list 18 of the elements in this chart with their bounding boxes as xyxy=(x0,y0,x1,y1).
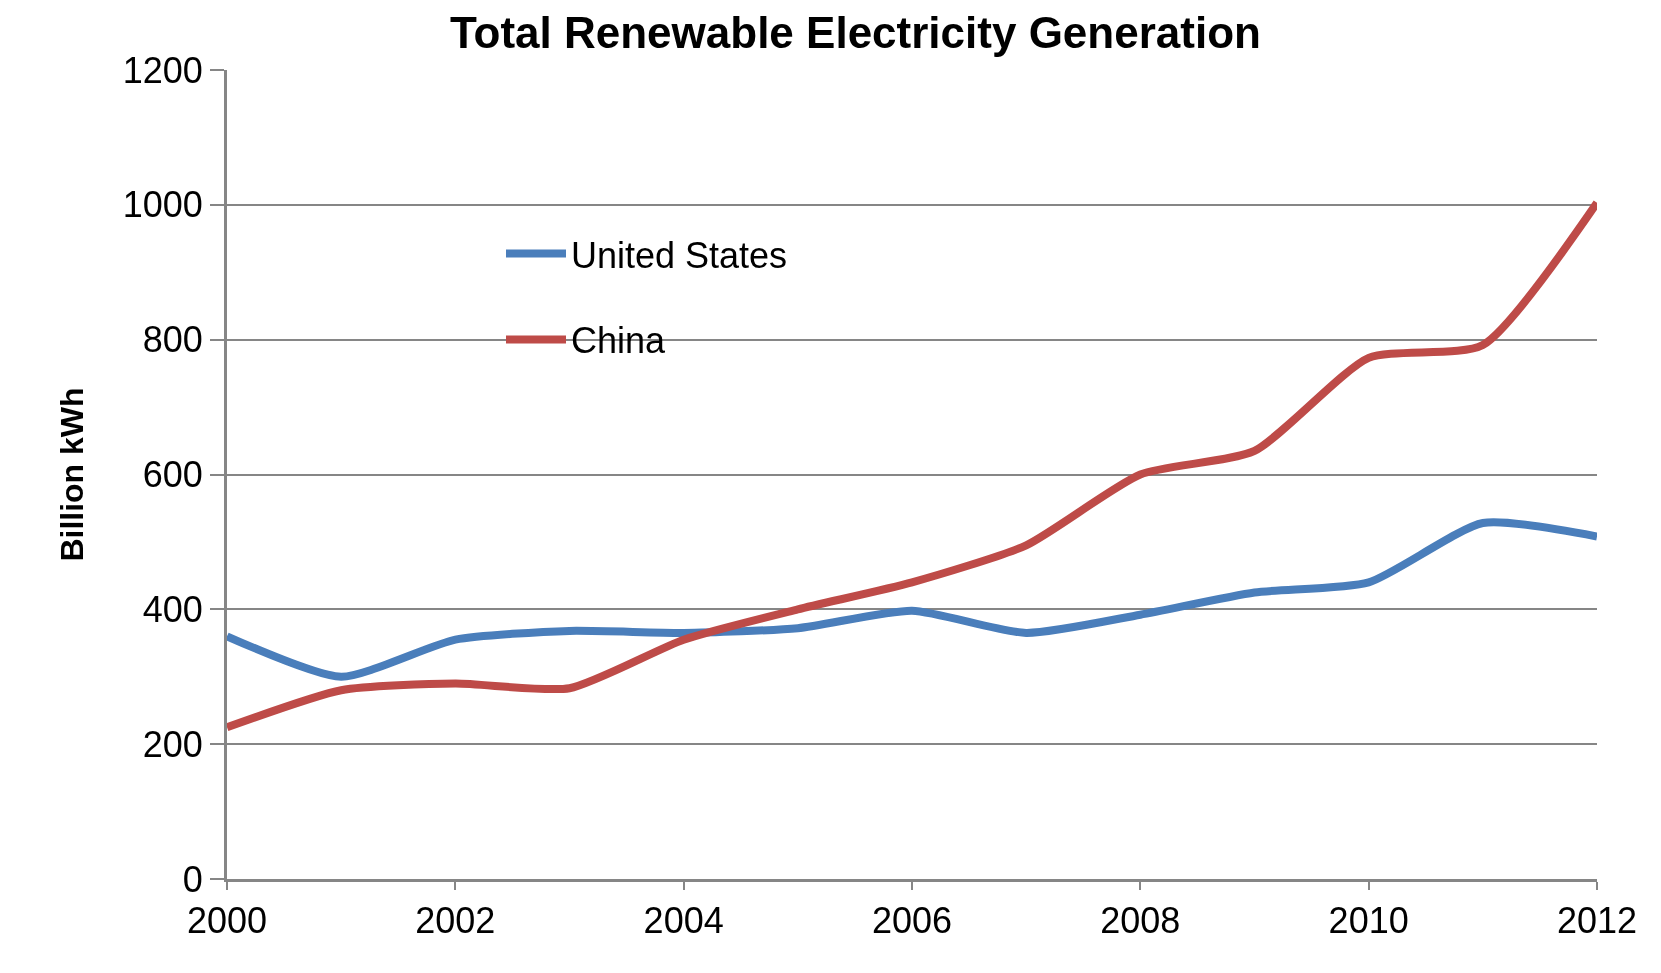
y-tick-label: 600 xyxy=(142,454,203,496)
x-tick-label: 2008 xyxy=(1100,900,1181,942)
y-axis-title: Billion kWh xyxy=(54,387,91,562)
x-tick-label: 2002 xyxy=(415,900,496,942)
x-tick-label: 2012 xyxy=(1556,900,1638,942)
legend-label: China xyxy=(571,320,667,362)
y-tick-label: 800 xyxy=(142,319,203,361)
y-tick-label: 0 xyxy=(182,858,203,900)
y-tick-label: 200 xyxy=(142,723,203,765)
x-tick-label: 2000 xyxy=(186,900,268,942)
y-tick-label: 400 xyxy=(142,588,203,630)
y-tick-label: 1000 xyxy=(122,184,203,226)
x-tick-label: 2004 xyxy=(643,900,724,942)
x-tick-label: 2010 xyxy=(1328,900,1409,942)
y-tick-label: 1200 xyxy=(122,49,203,91)
legend-label: United States xyxy=(571,234,788,276)
x-tick-label: 2006 xyxy=(871,900,953,942)
chart-title: Total Renewable Electricity Generation xyxy=(449,7,1261,57)
